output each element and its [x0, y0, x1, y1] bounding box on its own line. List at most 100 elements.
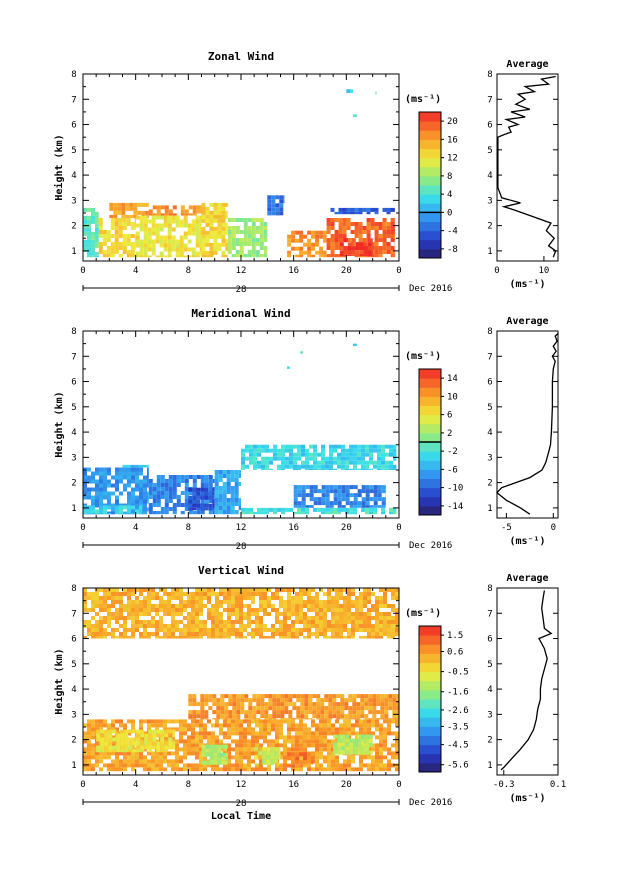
heatmap-cell	[357, 444, 361, 449]
heatmap-cell	[279, 596, 283, 600]
heatmap-cell	[143, 612, 147, 616]
heatmap-cell	[339, 723, 343, 728]
heatmap-cell	[217, 744, 222, 749]
heatmap-cell	[212, 710, 217, 715]
heatmap-cell	[91, 207, 95, 212]
heatmap-cell	[234, 474, 239, 478]
heatmap-cell	[148, 495, 153, 499]
heatmap-cell	[87, 592, 91, 596]
heatmap-cell	[361, 452, 365, 457]
heatmap-cell	[131, 719, 135, 724]
heatmap-cell	[179, 759, 183, 764]
heatmap-cell	[214, 482, 219, 486]
heatmap-cell	[391, 763, 395, 768]
heatmap-cell	[91, 495, 95, 500]
heatmap-cell	[333, 501, 338, 506]
heatmap-cell	[135, 751, 139, 756]
heatmap-cell	[117, 210, 122, 215]
heatmap-cell	[342, 230, 347, 234]
heatmap-cell	[315, 592, 319, 596]
heatmap-cell	[151, 592, 155, 596]
heatmap-cell	[91, 219, 95, 224]
heatmap-cell	[382, 246, 387, 250]
heatmap-cell	[372, 718, 377, 720]
heatmap-cell	[331, 731, 335, 736]
heatmap-cell	[155, 596, 159, 600]
heatmap-cell	[136, 745, 141, 750]
heatmap-cell	[355, 604, 359, 608]
heatmap-cell	[103, 588, 107, 592]
heatmap-cell	[171, 751, 175, 756]
heatmap-cell	[351, 246, 356, 251]
heatmap-cell	[353, 456, 357, 461]
heatmap-cell	[293, 493, 298, 498]
heatmap-cell	[120, 733, 125, 738]
heatmap-cell	[187, 223, 192, 228]
heatmap-cell	[187, 247, 192, 252]
heatmap-cell	[355, 596, 359, 600]
heatmap-cell	[147, 243, 152, 248]
heatmap-cell	[83, 608, 87, 612]
heatmap-cell	[359, 592, 363, 596]
heatmap-cell	[311, 723, 315, 728]
heatmap-cell	[228, 714, 233, 719]
heatmap-cell	[300, 714, 305, 719]
heatmap-cell	[106, 246, 111, 250]
heatmap-cell	[311, 752, 314, 757]
heatmap-cell	[234, 478, 239, 482]
heatmap-cell	[131, 499, 135, 504]
heatmap-cell	[243, 763, 247, 768]
heatmap-cell	[119, 616, 123, 620]
heatmap-cell	[179, 247, 184, 252]
heatmap-cell	[350, 222, 355, 226]
heatmap-cell	[301, 505, 306, 508]
heatmap-cell	[207, 763, 211, 768]
heatmap-cell	[179, 243, 184, 248]
heatmap-cell	[236, 694, 241, 699]
heatmap-cell	[127, 763, 131, 768]
heatmap-cell	[323, 735, 327, 740]
heatmap-cell	[167, 215, 172, 220]
heatmap-cell	[331, 596, 335, 600]
heatmap-cell	[231, 234, 236, 238]
heatmap-cell	[253, 444, 257, 449]
heatmap-cell	[395, 588, 399, 592]
heatmap-cell	[127, 612, 131, 616]
heatmap-cell	[235, 600, 239, 604]
heatmap-cell	[167, 247, 172, 252]
heatmap-cell	[375, 616, 379, 620]
colorbar-segment	[419, 671, 441, 682]
heatmap-cell	[234, 502, 239, 506]
average-y-tick-label: 7	[487, 609, 492, 619]
heatmap-cell	[118, 230, 123, 234]
heatmap-cell	[329, 460, 333, 465]
heatmap-cell	[356, 714, 361, 719]
heatmap-cell	[139, 604, 143, 608]
heatmap-cell	[110, 218, 115, 222]
heatmap-cell	[95, 509, 99, 514]
heatmap-cell	[331, 604, 335, 608]
heatmap-cell	[239, 759, 243, 764]
heatmap-cell	[342, 207, 347, 212]
heatmap-cell	[227, 604, 231, 608]
heatmap-cell	[241, 468, 245, 470]
heatmap-cell	[135, 471, 139, 476]
colorbar-segment	[419, 744, 441, 755]
heatmap-cell	[199, 731, 203, 736]
heatmap-cell	[261, 460, 265, 465]
heatmap-cell	[95, 499, 99, 504]
heatmap-cell	[205, 254, 210, 258]
heatmap-cell	[175, 767, 179, 772]
heatmap-cell	[370, 218, 375, 222]
heatmap-cell	[395, 592, 399, 596]
heatmap-cell	[270, 763, 275, 765]
heatmap-cell	[227, 763, 231, 768]
colorbar-segment	[419, 387, 441, 397]
heatmap-cell	[124, 745, 129, 750]
heatmap-cell	[321, 501, 326, 506]
heatmap-cell	[99, 600, 103, 604]
heatmap-cell	[291, 588, 295, 592]
heatmap-cell	[103, 719, 107, 724]
heatmap-cell	[192, 475, 197, 479]
heatmap-cell	[299, 596, 303, 600]
